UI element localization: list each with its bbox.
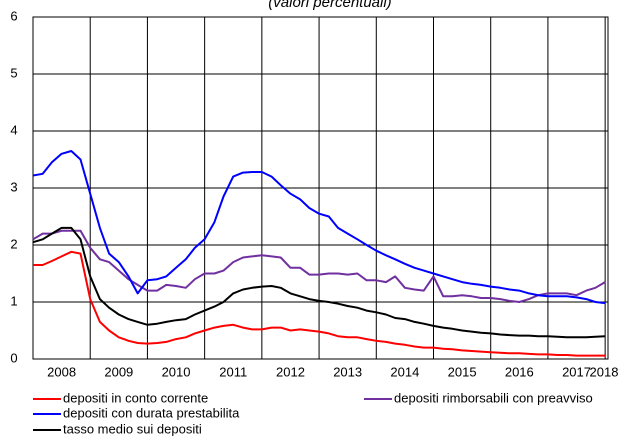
plot-frame [32,16,609,360]
y-tick-label: 6 [10,8,17,23]
x-tick-label: 2016 [505,364,534,379]
y-tick-label: 0 [10,350,17,365]
chart-title: (valori percentuali) [268,0,391,11]
series-line [32,229,606,303]
legend-label: depositi rimborsabili con preavviso [394,390,593,405]
y-tick-label: 5 [10,65,17,80]
legend-label: depositi con durata prestabilita [63,405,240,420]
y-tick-label: 3 [10,179,17,194]
x-tick-label: 2018 [590,364,619,379]
x-tick-label: 2013 [333,364,362,379]
legend-label: tasso medio sui depositi [63,421,202,436]
x-tick-label: 2008 [47,364,76,379]
x-tick-label: 2009 [104,364,133,379]
y-tick-label: 1 [10,293,17,308]
y-tick-label: 2 [10,236,17,251]
y-tick-label: 4 [10,122,17,137]
x-tick-label: 2017 [562,364,591,379]
x-tick-label: 2015 [448,364,477,379]
series-line [32,226,606,339]
series-line [33,250,606,357]
series-line [32,150,606,305]
x-tick-label: 2012 [276,364,305,379]
x-tick-label: 2010 [162,364,191,379]
x-tick-label: 2014 [390,364,419,379]
x-tick-label: 2011 [219,364,247,379]
legend-label: depositi in conto corrente [63,390,208,405]
